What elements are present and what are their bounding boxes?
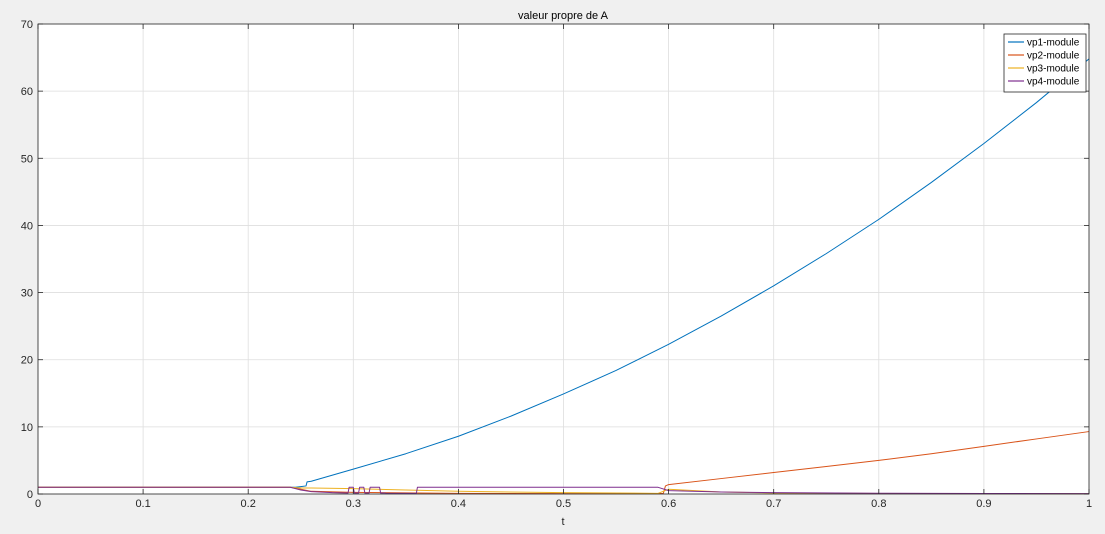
x-tick-label: 0.4	[451, 498, 466, 510]
x-axis-label: t	[561, 516, 564, 528]
x-tick-label: 0	[35, 498, 41, 510]
y-tick-label: 40	[21, 220, 33, 232]
x-tick-label: 0.1	[135, 498, 150, 510]
y-tick-label: 70	[21, 19, 33, 31]
x-tick-label: 1	[1086, 498, 1092, 510]
x-tick-label: 0.8	[871, 498, 886, 510]
x-tick-label: 0.7	[766, 498, 781, 510]
y-tick-label: 50	[21, 153, 33, 165]
x-tick-label: 0.9	[976, 498, 991, 510]
y-tick-label: 0	[27, 489, 33, 501]
y-tick-label: 10	[21, 422, 33, 434]
series-line-vp1-module	[38, 58, 1090, 488]
legend: vp1-module vp2-module vp3-module vp4-module	[1003, 33, 1087, 93]
axis-ticks: 0 0.1 0.2 0.3 0.4 0.5 0.6 0.7 0.8 0.9 101020304050…	[21, 19, 1092, 510]
y-tick-label: 30	[21, 288, 33, 300]
legend-label: vp2-module	[1027, 51, 1080, 62]
y-tick-label: 20	[21, 355, 33, 367]
chart-title: valeur propre de A	[518, 10, 609, 22]
legend-label: vp1-module	[1027, 38, 1080, 49]
y-tick-label: 60	[21, 86, 33, 98]
x-tick-label: 0.6	[661, 498, 676, 510]
legend-box	[1003, 33, 1087, 93]
x-tick-label: 0.5	[556, 498, 571, 510]
x-tick-label: 0.3	[346, 498, 361, 510]
legend-label: vp3-module	[1027, 64, 1080, 75]
legend-label: vp4-module	[1027, 77, 1080, 88]
x-tick-label: 0.2	[241, 498, 256, 510]
